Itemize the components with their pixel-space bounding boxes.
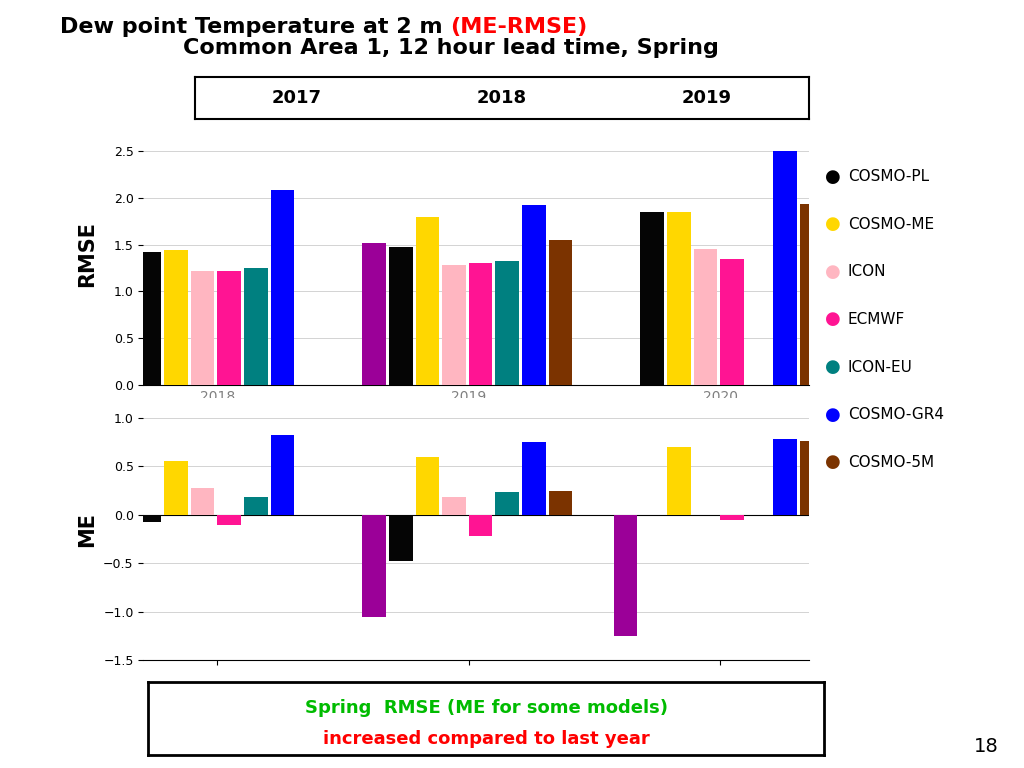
Text: ●: ● [824,263,841,281]
Bar [800,441,823,515]
Bar [244,498,267,515]
Text: 2019: 2019 [682,89,731,107]
Bar [389,247,413,385]
Bar [362,515,386,617]
Bar [389,515,413,561]
Text: ●: ● [824,167,841,186]
Text: 2018: 2018 [477,89,526,107]
Text: increased compared to last year: increased compared to last year [323,730,650,748]
Text: COSMO-5M: COSMO-5M [848,455,934,470]
Bar [442,498,466,515]
Text: ●: ● [824,358,841,376]
Bar [442,265,466,385]
Bar [164,250,187,385]
Bar [270,435,294,515]
Bar [549,492,572,515]
Bar [111,237,134,385]
Bar [720,515,743,520]
Bar [693,250,717,385]
Y-axis label: RMSE: RMSE [77,221,96,287]
Text: COSMO-ME: COSMO-ME [848,217,934,232]
Bar [667,212,690,385]
Bar [522,442,546,515]
Text: COSMO-PL: COSMO-PL [848,169,929,184]
Text: ●: ● [824,215,841,233]
Bar [362,243,386,385]
Bar [720,259,743,385]
Text: Spring  RMSE (ME for some models): Spring RMSE (ME for some models) [305,699,668,717]
Bar [217,515,241,525]
Text: Dew point Temperature at 2 m: Dew point Temperature at 2 m [60,17,451,37]
Bar [164,462,187,515]
Bar [496,260,519,385]
Text: ●: ● [824,310,841,329]
Text: ICON: ICON [848,264,887,280]
Bar [800,204,823,385]
Bar [270,190,294,385]
Bar [244,268,267,385]
Bar [416,456,439,515]
Text: ECMWF: ECMWF [848,312,905,327]
Text: Common Area 1, 12 hour lead time, Spring: Common Area 1, 12 hour lead time, Spring [182,38,719,58]
Bar [496,492,519,515]
Text: ICON-EU: ICON-EU [848,359,912,375]
Bar [469,263,493,385]
Bar [613,515,637,636]
Text: 2017: 2017 [272,89,322,107]
Bar [522,205,546,385]
Bar [217,271,241,385]
Bar [137,252,161,385]
Text: ●: ● [824,406,841,424]
Bar [190,271,214,385]
Text: COSMO-GR4: COSMO-GR4 [848,407,944,422]
Bar [773,151,797,385]
Bar [549,240,572,385]
Bar [190,488,214,515]
Bar [667,447,690,515]
Bar [469,515,493,536]
Y-axis label: ME: ME [77,511,96,547]
Text: ●: ● [824,453,841,472]
Text: 18: 18 [974,737,998,756]
Text: (ME-RMSE): (ME-RMSE) [451,17,588,37]
Bar [640,212,664,385]
Bar [137,515,161,521]
Bar [416,217,439,385]
Bar [773,439,797,515]
